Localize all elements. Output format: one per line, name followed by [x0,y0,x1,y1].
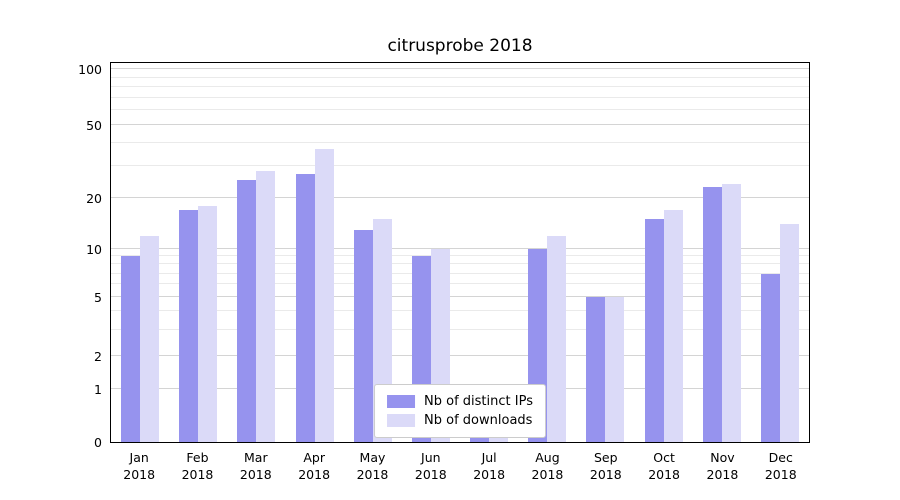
bar-nb-of-downloads [314,149,334,442]
bar-nb-of-distinct-ips [702,187,722,442]
x-tick-label: Jun 2018 [414,450,447,482]
bar-group-jan [111,63,169,442]
x-tick-label: Aug 2018 [531,450,564,482]
bar-nb-of-distinct-ips [295,174,315,442]
legend-swatch-distinct-ips [387,395,416,408]
y-axis-tick-labels: 0 1 2 5 10 20 50 100 [0,62,102,450]
x-tick-label: Mar 2018 [239,450,272,482]
x-tick-label: May 2018 [356,450,389,482]
x-tick-label: Jan 2018 [123,450,156,482]
gridline-major [111,295,809,297]
gridline-minor [111,255,809,257]
bar-nb-of-distinct-ips [179,210,199,442]
gridline-major [111,68,809,70]
gridline-minor [111,141,809,143]
bar-nb-of-distinct-ips [237,180,257,442]
gridline-minor [111,283,809,285]
gridline-minor [111,272,809,274]
bar-nb-of-downloads [779,224,799,442]
bar-group-apr [286,63,344,442]
legend-swatch-downloads [387,414,416,427]
x-tick-label: Jul 2018 [473,450,506,482]
y-tick-label: 10 [86,241,102,257]
x-tick-label: Nov 2018 [706,450,739,482]
bar-nb-of-distinct-ips [586,296,606,442]
y-tick-label: 5 [94,289,102,305]
bar-nb-of-downloads [605,296,625,442]
gridline-minor [111,109,809,111]
gridline-major [111,197,809,199]
bar-nb-of-downloads [256,171,276,442]
gridline-minor [111,86,809,88]
gridline-minor [111,263,809,265]
bar-group-sep [576,63,634,442]
gridline-minor [111,328,809,330]
legend-label-distinct-ips: Nb of distinct IPs [424,394,533,409]
legend-item-distinct-ips: Nb of distinct IPs [387,392,533,411]
bar-group-feb [169,63,227,442]
bar-nb-of-distinct-ips [121,256,141,442]
y-tick-label: 20 [86,191,102,207]
bar-nb-of-distinct-ips [644,219,664,442]
y-tick-label: 0 [94,435,102,450]
x-axis-tick-labels: Jan 2018 Feb 2018 Mar 2018 Apr 2018 May 2018 Jun 20… [110,449,810,483]
bar-group-dec [751,63,809,442]
gridline-minor [111,96,809,98]
x-tick-label: Dec 2018 [764,450,797,482]
gridline-major [111,247,809,249]
gridline-minor [111,164,809,166]
gridline-major [111,124,809,126]
plot-area: Nb of distinct IPs Nb of downloads [110,62,810,443]
y-tick-label: 2 [94,348,102,364]
bar-nb-of-downloads [721,183,741,442]
bar-nb-of-distinct-ips [353,229,373,442]
y-tick-label: 100 [78,62,102,77]
bar-nb-of-downloads [547,235,567,442]
chart-title: citrusprobe 2018 [387,36,533,56]
x-tick-label: Sep 2018 [589,450,622,482]
bar-group-mar [227,63,285,442]
y-tick-label: 1 [94,382,102,398]
bar-nb-of-downloads [140,235,160,442]
bar-group-nov [693,63,751,442]
bar-nb-of-downloads [663,210,683,442]
legend-item-downloads: Nb of downloads [387,411,533,430]
bar-group-oct [635,63,693,442]
y-tick-label: 50 [86,118,102,133]
gridline-minor [111,310,809,312]
gridline-major [111,354,809,356]
x-tick-label: Feb 2018 [181,450,214,482]
legend-label-downloads: Nb of downloads [424,413,533,428]
legend: Nb of distinct IPs Nb of downloads [374,384,546,438]
x-tick-label: Apr 2018 [298,450,331,482]
bar-nb-of-distinct-ips [760,273,780,442]
x-tick-label: Oct 2018 [648,450,681,482]
bar-nb-of-downloads [198,205,218,442]
gridline-minor [111,76,809,78]
